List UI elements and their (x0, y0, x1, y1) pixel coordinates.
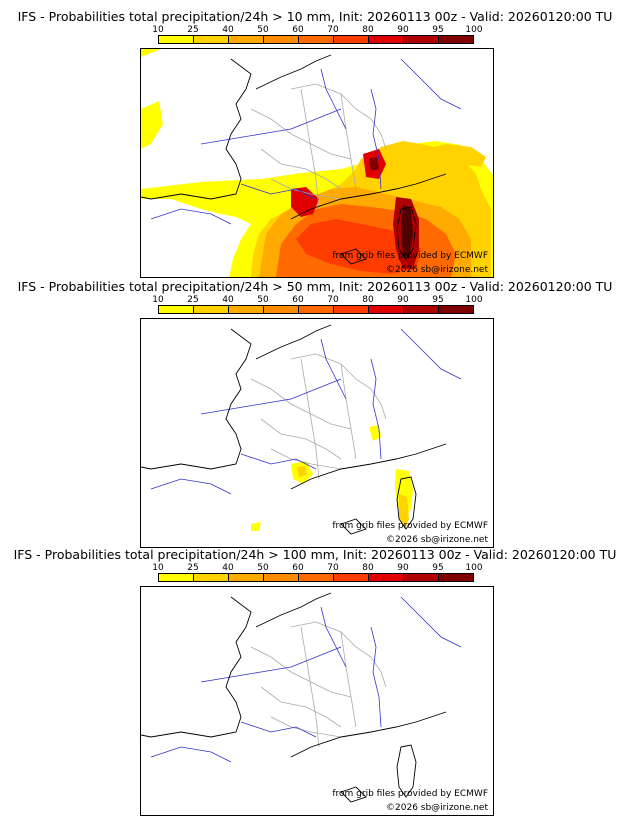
probability-field (141, 49, 493, 277)
colorbar-swatch (404, 306, 439, 313)
colorbar-swatch (369, 306, 404, 313)
colorbar-swatch (404, 574, 439, 581)
colorbar-swatch (334, 36, 369, 43)
panel-title: IFS - Probabilities total precipitation/… (17, 279, 613, 294)
colorbar-tick: 40 (222, 563, 234, 573)
colorbar-tick: 100 (465, 563, 483, 573)
probability-field (251, 425, 413, 531)
credit-source: from grib files provided by ECMWF (332, 521, 488, 531)
colorbar-swatch (229, 306, 264, 313)
colorbar-tick: 70 (327, 295, 339, 305)
colorbar (158, 305, 474, 314)
coastline (141, 324, 447, 535)
map-svg (141, 324, 462, 535)
colorbar-swatch (194, 574, 229, 581)
panel-100mm: IFS - Probabilities total precipitation/… (0, 548, 630, 818)
map-france: from grib files provided by ECMWF ©2026 … (140, 318, 494, 548)
colorbar-tick: 25 (187, 25, 199, 35)
colorbar (158, 35, 474, 44)
colorbar-tick: 80 (362, 25, 374, 35)
colorbar-tick: 50 (257, 25, 269, 35)
colorbar-swatch (299, 36, 334, 43)
colorbar-swatch (439, 574, 473, 581)
colorbar-swatch (404, 36, 439, 43)
rivers (150, 328, 462, 495)
colorbar-swatch (299, 306, 334, 313)
colorbar-tick: 40 (222, 25, 234, 35)
colorbar-tick: 10 (152, 295, 164, 305)
panel-10mm: IFS - Probabilities total precipitation/… (0, 10, 630, 280)
colorbar (158, 573, 474, 582)
colorbar-swatch (369, 574, 404, 581)
colorbar-swatch (264, 306, 299, 313)
colorbar-tick: 10 (152, 25, 164, 35)
colorbar-tick: 100 (465, 295, 483, 305)
panel-title: IFS - Probabilities total precipitation/… (13, 547, 617, 562)
credit-copyright: ©2026 sb@irizone.net (386, 535, 488, 545)
colorbar-tick: 95 (432, 295, 444, 305)
colorbar-ticks: 10 25 40 50 60 70 80 90 95 100 (140, 563, 496, 573)
colorbar-swatch (264, 574, 299, 581)
colorbar-tick: 95 (432, 25, 444, 35)
borders (250, 353, 387, 480)
colorbar-tick: 90 (397, 295, 409, 305)
coastline (141, 592, 447, 803)
colorbar-swatch (264, 36, 299, 43)
colorbar-tick: 60 (292, 295, 304, 305)
colorbar-swatch (334, 306, 369, 313)
colorbar-swatch (159, 36, 194, 43)
colorbar-tick: 100 (465, 25, 483, 35)
borders (250, 621, 387, 748)
colorbar-swatch (194, 306, 229, 313)
colorbar-swatch (439, 36, 473, 43)
colorbar-tick: 70 (327, 25, 339, 35)
colorbar-tick: 40 (222, 295, 234, 305)
colorbar-tick: 25 (187, 295, 199, 305)
colorbar-swatch (229, 574, 264, 581)
credit-copyright: ©2026 sb@irizone.net (386, 803, 488, 813)
colorbar-swatch (439, 306, 473, 313)
colorbar-tick: 50 (257, 295, 269, 305)
colorbar-tick: 60 (292, 25, 304, 35)
colorbar-tick: 80 (362, 295, 374, 305)
colorbar-swatch (229, 36, 264, 43)
rivers (150, 596, 462, 763)
panel-50mm: IFS - Probabilities total precipitation/… (0, 280, 630, 550)
colorbar-ticks: 10 25 40 50 60 70 80 90 95 100 (140, 295, 496, 305)
colorbar-tick: 50 (257, 563, 269, 573)
colorbar-swatch (334, 574, 369, 581)
credit-source: from grib files provided by ECMWF (332, 789, 488, 799)
colorbar-swatch (159, 306, 194, 313)
colorbar-tick: 95 (432, 563, 444, 573)
colorbar-swatch (159, 574, 194, 581)
colorbar-tick: 80 (362, 563, 374, 573)
colorbar-swatch (299, 574, 334, 581)
panel-title: IFS - Probabilities total precipitation/… (17, 9, 613, 24)
map-france: from grib files provided by ECMWF ©2026 … (140, 586, 494, 816)
colorbar-swatch (194, 36, 229, 43)
colorbar-tick: 90 (397, 563, 409, 573)
colorbar-tick: 70 (327, 563, 339, 573)
colorbar-tick: 90 (397, 25, 409, 35)
colorbar-tick: 25 (187, 563, 199, 573)
rivers (150, 58, 462, 225)
coastline (141, 54, 447, 265)
credit-source: from grib files provided by ECMWF (332, 251, 488, 261)
colorbar-ticks: 10 25 40 50 60 70 80 90 95 100 (140, 25, 496, 35)
colorbar-tick: 10 (152, 563, 164, 573)
credit-copyright: ©2026 sb@irizone.net (386, 265, 488, 275)
map-france: from grib files provided by ECMWF ©2026 … (140, 48, 494, 278)
map-svg (141, 49, 493, 277)
map-svg (141, 592, 462, 803)
colorbar-tick: 60 (292, 563, 304, 573)
colorbar-swatch (369, 36, 404, 43)
